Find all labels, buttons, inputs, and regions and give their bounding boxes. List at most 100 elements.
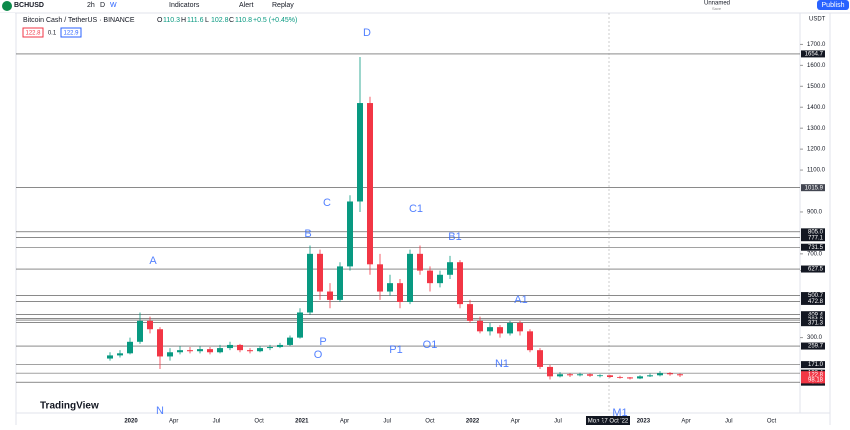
candle-body	[167, 352, 173, 357]
candle-body	[427, 270, 433, 284]
y-tick-label: 700.0	[807, 251, 823, 257]
brand: TradingView	[40, 401, 99, 412]
interval[interactable]: 2h	[87, 2, 95, 9]
candle-body	[407, 253, 413, 303]
level-label: 805.0	[808, 229, 824, 235]
indicators-button[interactable]: Indicators	[169, 2, 200, 9]
x-tick-label: Jul	[554, 419, 562, 425]
candle-body	[367, 103, 373, 265]
annotation: B	[304, 228, 311, 240]
candle-body	[387, 283, 393, 292]
candle-body	[587, 374, 593, 376]
replay-button[interactable]: Replay	[272, 2, 294, 9]
candle-body	[377, 264, 383, 292]
symbol[interactable]: BCHUSD	[14, 2, 44, 9]
legend-value: 110.3	[163, 17, 180, 24]
y-tick-label: 1200.0	[807, 147, 826, 153]
x-tick-label: Oct	[425, 419, 435, 425]
annotation: P	[319, 336, 326, 348]
candle-body	[447, 262, 453, 275]
annotation: N	[156, 405, 164, 417]
level-label: 777.1	[808, 235, 824, 241]
left-toolbar	[0, 13, 15, 425]
x-tick-label: 2023	[637, 419, 651, 425]
y-tick-label: 1600.0	[807, 63, 826, 69]
x-tick-label: Oct	[254, 419, 264, 425]
level-box	[801, 292, 825, 300]
x-tick-label: 2021	[295, 419, 309, 425]
level-label: 731.5	[808, 245, 824, 251]
annotation: O1	[423, 339, 438, 351]
candle-body	[547, 366, 553, 377]
candle-body	[487, 327, 493, 332]
interval[interactable]: D	[100, 2, 105, 9]
alert-button[interactable]: Alert	[239, 2, 253, 9]
level-label: 500.7	[808, 293, 824, 299]
level-label: 1654.7	[805, 51, 824, 57]
candle-body	[677, 374, 683, 376]
publish-button[interactable]	[817, 0, 849, 10]
price-box	[801, 376, 825, 384]
candle-body	[497, 327, 503, 334]
annotation: P1	[389, 344, 402, 356]
legend-key: C	[229, 17, 234, 24]
candle-body	[507, 322, 513, 334]
x-tick-label: Jul	[213, 419, 221, 425]
price-label: 122.8	[808, 372, 824, 378]
currency[interactable]: USDT	[809, 17, 826, 23]
sell-price: 122.8	[25, 31, 41, 37]
candle-body	[117, 353, 123, 356]
candle-body	[217, 348, 223, 353]
candle-body	[657, 373, 663, 376]
candle-body	[207, 349, 213, 353]
x-tick-label: 2022	[466, 419, 480, 425]
candle-body	[127, 341, 133, 354]
x-tick-label: Apr	[169, 419, 178, 425]
y-tick-label: 1300.0	[807, 126, 826, 132]
candle-body	[177, 350, 183, 353]
save-label[interactable]: Save	[712, 6, 722, 11]
level-box	[801, 184, 825, 192]
candle-body	[157, 329, 163, 357]
x-tick-label: 2020	[124, 419, 138, 425]
legend-key: O	[157, 17, 163, 24]
y-tick-label: 300.0	[807, 335, 823, 341]
candle-body	[397, 283, 403, 303]
symbol-icon	[2, 1, 12, 11]
candle-body	[467, 304, 473, 321]
y-tick-label: 900.0	[807, 210, 823, 216]
publish-label[interactable]: Publish	[822, 2, 845, 9]
buy-price: 122.9	[63, 31, 79, 37]
legend-key: L	[205, 17, 209, 24]
candle-body	[327, 291, 333, 300]
candle-body	[517, 322, 523, 332]
spread: 0.1	[48, 31, 57, 37]
x-tick-label: Jul	[725, 419, 733, 425]
candle-body	[577, 374, 583, 376]
legend-change: +0.5 (+0.45%)	[253, 17, 297, 24]
sell-box	[22, 27, 44, 38]
candle-body	[627, 377, 633, 379]
candle-body	[227, 344, 233, 349]
candle-body	[637, 376, 643, 379]
x-tick-label: Jul	[383, 419, 391, 425]
interval[interactable]: W	[110, 2, 117, 9]
candle-body	[107, 355, 113, 359]
level-box	[801, 311, 825, 319]
candle-body	[307, 253, 313, 313]
candle-body	[557, 374, 563, 377]
candle-body	[597, 375, 603, 377]
candle-body	[257, 348, 263, 352]
level-label: 259.7	[808, 344, 824, 350]
candle-body	[237, 344, 243, 351]
legend-value: 102.8	[211, 17, 229, 24]
candle-body	[607, 375, 613, 377]
candle-body	[277, 344, 283, 348]
candle-body	[537, 350, 543, 367]
annotation: C1	[409, 203, 423, 215]
annotation: O	[314, 349, 323, 361]
y-tick-label: 1500.0	[807, 84, 826, 90]
candle-body	[527, 331, 533, 351]
layout-name[interactable]: Unnamed	[704, 1, 730, 7]
